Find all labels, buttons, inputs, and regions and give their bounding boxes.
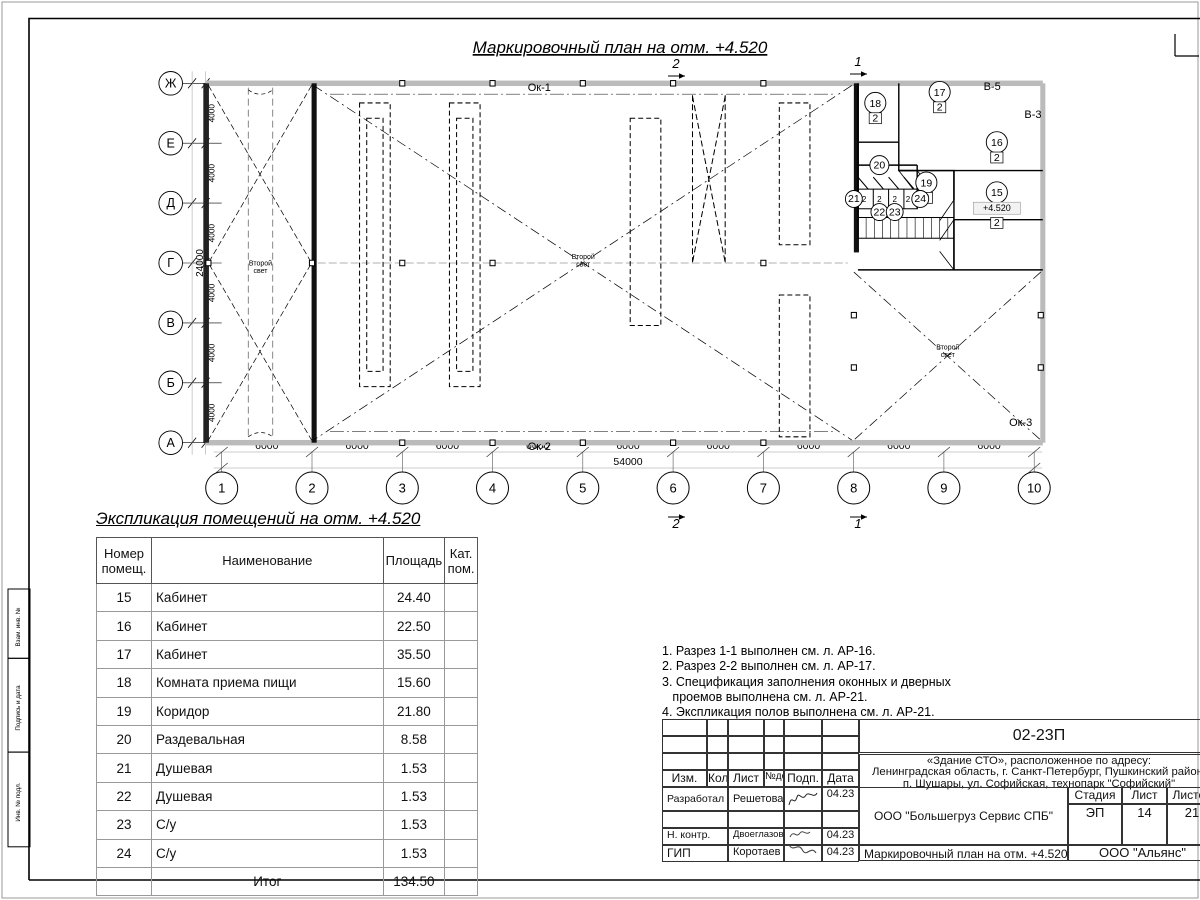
svg-text:8: 8 bbox=[850, 481, 857, 496]
svg-text:7: 7 bbox=[760, 481, 767, 496]
svg-text:2: 2 bbox=[308, 481, 315, 496]
svg-text:Ок-3: Ок-3 bbox=[1009, 417, 1032, 429]
svg-text:Ж: Ж bbox=[165, 76, 177, 90]
svg-text:+4.520: +4.520 bbox=[983, 203, 1011, 213]
svg-text:1: 1 bbox=[854, 54, 861, 69]
svg-text:Ок-1: Ок-1 bbox=[528, 82, 551, 94]
svg-text:15: 15 bbox=[991, 187, 1003, 199]
svg-text:В: В bbox=[167, 316, 175, 330]
svg-text:5: 5 bbox=[579, 481, 586, 496]
svg-text:свет: свет bbox=[576, 262, 591, 269]
svg-text:19: 19 bbox=[921, 177, 933, 189]
svg-text:В-3: В-3 bbox=[1024, 109, 1041, 121]
svg-text:10: 10 bbox=[1027, 481, 1041, 496]
svg-text:Инв. № подл.: Инв. № подл. bbox=[15, 782, 22, 821]
svg-text:3: 3 bbox=[399, 481, 406, 496]
svg-text:1: 1 bbox=[854, 516, 861, 531]
svg-text:свет: свет bbox=[254, 268, 269, 275]
svg-text:Ок-2: Ок-2 bbox=[528, 441, 551, 453]
svg-text:Д: Д bbox=[166, 196, 175, 210]
svg-text:16: 16 bbox=[991, 137, 1003, 149]
svg-text:2: 2 bbox=[994, 217, 1000, 229]
svg-text:2: 2 bbox=[994, 152, 1000, 164]
svg-text:24: 24 bbox=[914, 193, 926, 205]
svg-text:2: 2 bbox=[671, 56, 680, 71]
svg-text:23: 23 bbox=[889, 206, 901, 218]
svg-text:А: А bbox=[167, 436, 176, 450]
svg-text:Г: Г bbox=[167, 256, 174, 270]
svg-text:17: 17 bbox=[934, 87, 946, 99]
svg-text:2: 2 bbox=[862, 195, 867, 204]
svg-text:21: 21 bbox=[848, 193, 860, 205]
svg-text:Б: Б bbox=[167, 376, 175, 390]
svg-text:Маркировочный план на отм. +4.: Маркировочный план на отм. +4.520 bbox=[473, 38, 768, 57]
svg-text:Второй: Второй bbox=[936, 344, 959, 352]
svg-text:2: 2 bbox=[872, 112, 878, 124]
svg-text:54000: 54000 bbox=[613, 456, 642, 468]
svg-text:2: 2 bbox=[937, 102, 943, 114]
svg-text:1: 1 bbox=[218, 481, 225, 496]
svg-text:2: 2 bbox=[877, 195, 882, 204]
svg-text:20: 20 bbox=[874, 160, 886, 172]
svg-text:18: 18 bbox=[869, 98, 881, 110]
svg-text:Е: Е bbox=[167, 136, 175, 150]
svg-text:6: 6 bbox=[669, 481, 676, 496]
svg-text:В-5: В-5 bbox=[984, 81, 1001, 93]
svg-text:2: 2 bbox=[892, 195, 897, 204]
svg-text:2: 2 bbox=[906, 195, 911, 204]
svg-text:9: 9 bbox=[940, 481, 947, 496]
svg-text:4: 4 bbox=[489, 481, 496, 496]
svg-text:Второй: Второй bbox=[249, 260, 272, 268]
svg-text:Второй: Второй bbox=[572, 253, 595, 261]
svg-text:Взам. инв. №: Взам. инв. № bbox=[15, 607, 22, 646]
svg-text:свет: свет bbox=[941, 352, 956, 359]
svg-text:22: 22 bbox=[874, 206, 886, 218]
svg-text:Подпись и дата: Подпись и дата bbox=[15, 685, 22, 731]
